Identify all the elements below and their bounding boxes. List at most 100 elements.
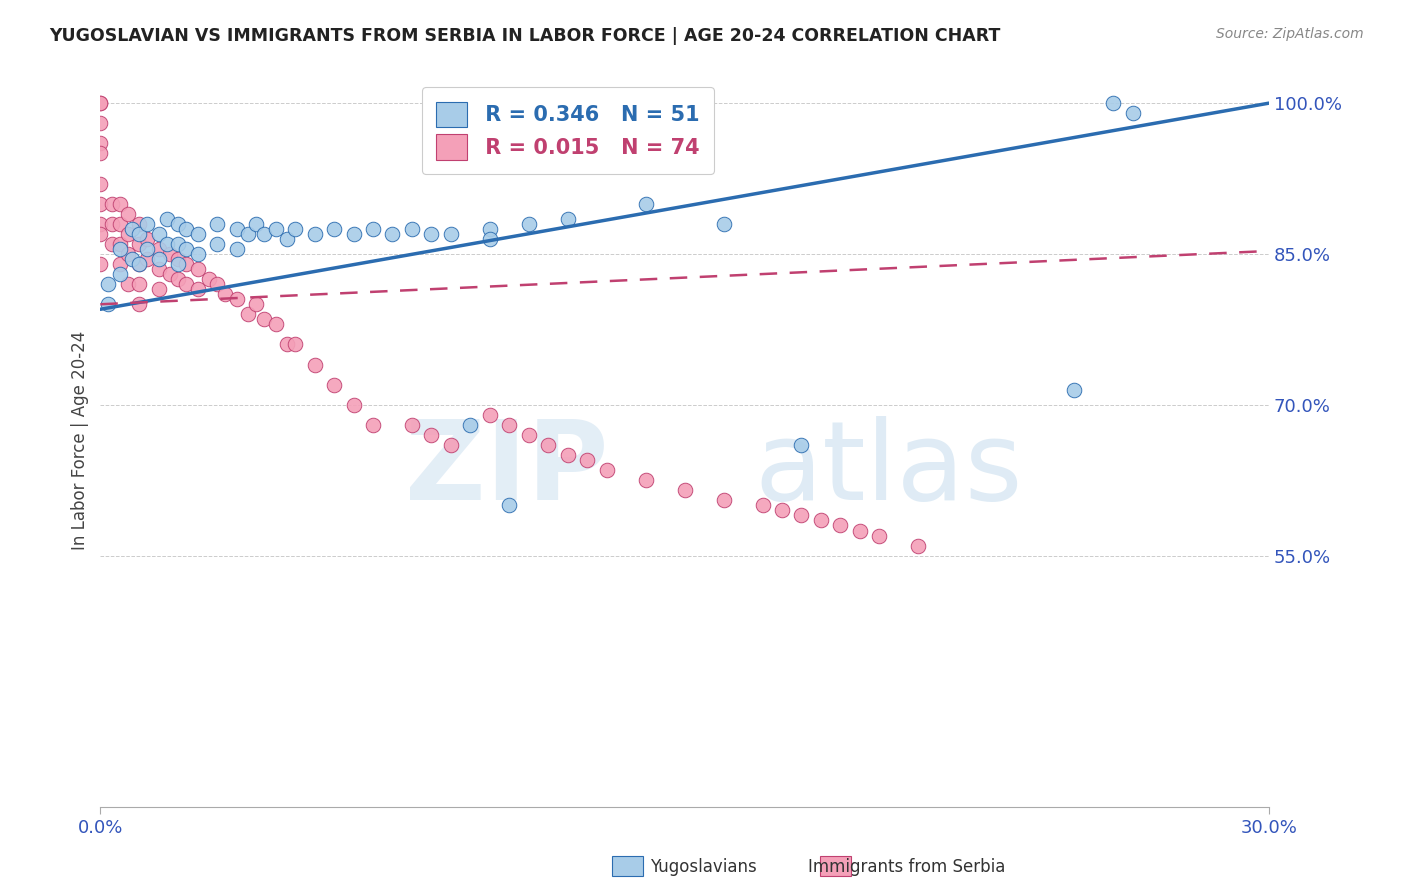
Point <box>537 438 560 452</box>
Point <box>440 227 463 241</box>
Point <box>361 222 384 236</box>
Point <box>155 211 177 226</box>
Point <box>849 524 872 538</box>
Point <box>498 499 520 513</box>
Point <box>198 272 221 286</box>
Text: Yugoslavians: Yugoslavians <box>650 858 756 876</box>
Point <box>420 428 443 442</box>
Point <box>276 337 298 351</box>
Point <box>187 282 209 296</box>
Point <box>304 358 326 372</box>
Point <box>238 307 260 321</box>
Point <box>187 262 209 277</box>
Point <box>97 277 120 292</box>
Point <box>148 227 170 241</box>
Point <box>159 267 181 281</box>
Point <box>253 312 276 326</box>
Text: YUGOSLAVIAN VS IMMIGRANTS FROM SERBIA IN LABOR FORCE | AGE 20-24 CORRELATION CHA: YUGOSLAVIAN VS IMMIGRANTS FROM SERBIA IN… <box>49 27 1001 45</box>
Point <box>174 222 197 236</box>
Point <box>136 232 159 246</box>
Point <box>205 217 228 231</box>
Point <box>167 217 190 231</box>
Point <box>517 428 540 442</box>
Point <box>790 438 813 452</box>
Point <box>108 236 131 251</box>
Point <box>128 217 150 231</box>
Point <box>97 297 120 311</box>
Point <box>673 483 696 498</box>
Point <box>868 528 890 542</box>
Point <box>187 247 209 261</box>
Point <box>89 96 111 111</box>
Point <box>89 177 111 191</box>
Point <box>478 222 501 236</box>
Point <box>117 207 139 221</box>
Point <box>323 377 346 392</box>
Point <box>342 398 364 412</box>
Point <box>1102 96 1125 111</box>
Point <box>1063 383 1085 397</box>
Point <box>101 196 124 211</box>
Point <box>89 116 111 130</box>
Point <box>214 287 236 301</box>
Point <box>253 227 276 241</box>
Point <box>713 217 735 231</box>
Point <box>121 252 143 266</box>
Point <box>1122 106 1144 120</box>
Point <box>264 318 287 332</box>
Text: atlas: atlas <box>755 416 1024 523</box>
Text: ZIP: ZIP <box>405 416 609 523</box>
Point <box>596 463 619 477</box>
Point <box>108 257 131 271</box>
Point <box>557 211 579 226</box>
Point <box>576 453 599 467</box>
Point <box>128 236 150 251</box>
Point <box>498 417 520 432</box>
Point <box>205 277 228 292</box>
Point <box>634 196 657 211</box>
Point <box>713 493 735 508</box>
Point <box>108 196 131 211</box>
Point <box>136 252 159 266</box>
Point <box>460 417 482 432</box>
Point <box>323 222 346 236</box>
Point <box>108 242 131 256</box>
Point <box>517 217 540 231</box>
Point <box>148 262 170 277</box>
Point <box>167 257 190 271</box>
Point <box>89 196 111 211</box>
Point <box>89 136 111 151</box>
Point <box>136 217 159 231</box>
Point <box>89 96 111 111</box>
Point <box>128 297 150 311</box>
Point <box>276 232 298 246</box>
Point <box>245 297 267 311</box>
Point <box>284 337 307 351</box>
Point <box>187 227 209 241</box>
Point <box>174 257 197 271</box>
Point <box>342 227 364 241</box>
Point <box>121 222 143 236</box>
Point <box>167 252 190 266</box>
Point <box>361 417 384 432</box>
Text: Source: ZipAtlas.com: Source: ZipAtlas.com <box>1216 27 1364 41</box>
Point <box>245 217 267 231</box>
Point <box>108 217 131 231</box>
Point <box>225 242 247 256</box>
Point <box>128 257 150 271</box>
Point <box>304 227 326 241</box>
Point <box>440 438 463 452</box>
Point <box>174 242 197 256</box>
Point <box>117 277 139 292</box>
Point <box>790 508 813 523</box>
Point <box>128 277 150 292</box>
Point <box>101 236 124 251</box>
Point <box>148 242 170 256</box>
Point <box>117 227 139 241</box>
Point <box>770 503 793 517</box>
Point <box>634 473 657 487</box>
Point <box>478 232 501 246</box>
Legend:  R = 0.346   N = 51,  R = 0.015   N = 74: R = 0.346 N = 51, R = 0.015 N = 74 <box>422 87 714 174</box>
Point <box>167 272 190 286</box>
Point <box>128 257 150 271</box>
